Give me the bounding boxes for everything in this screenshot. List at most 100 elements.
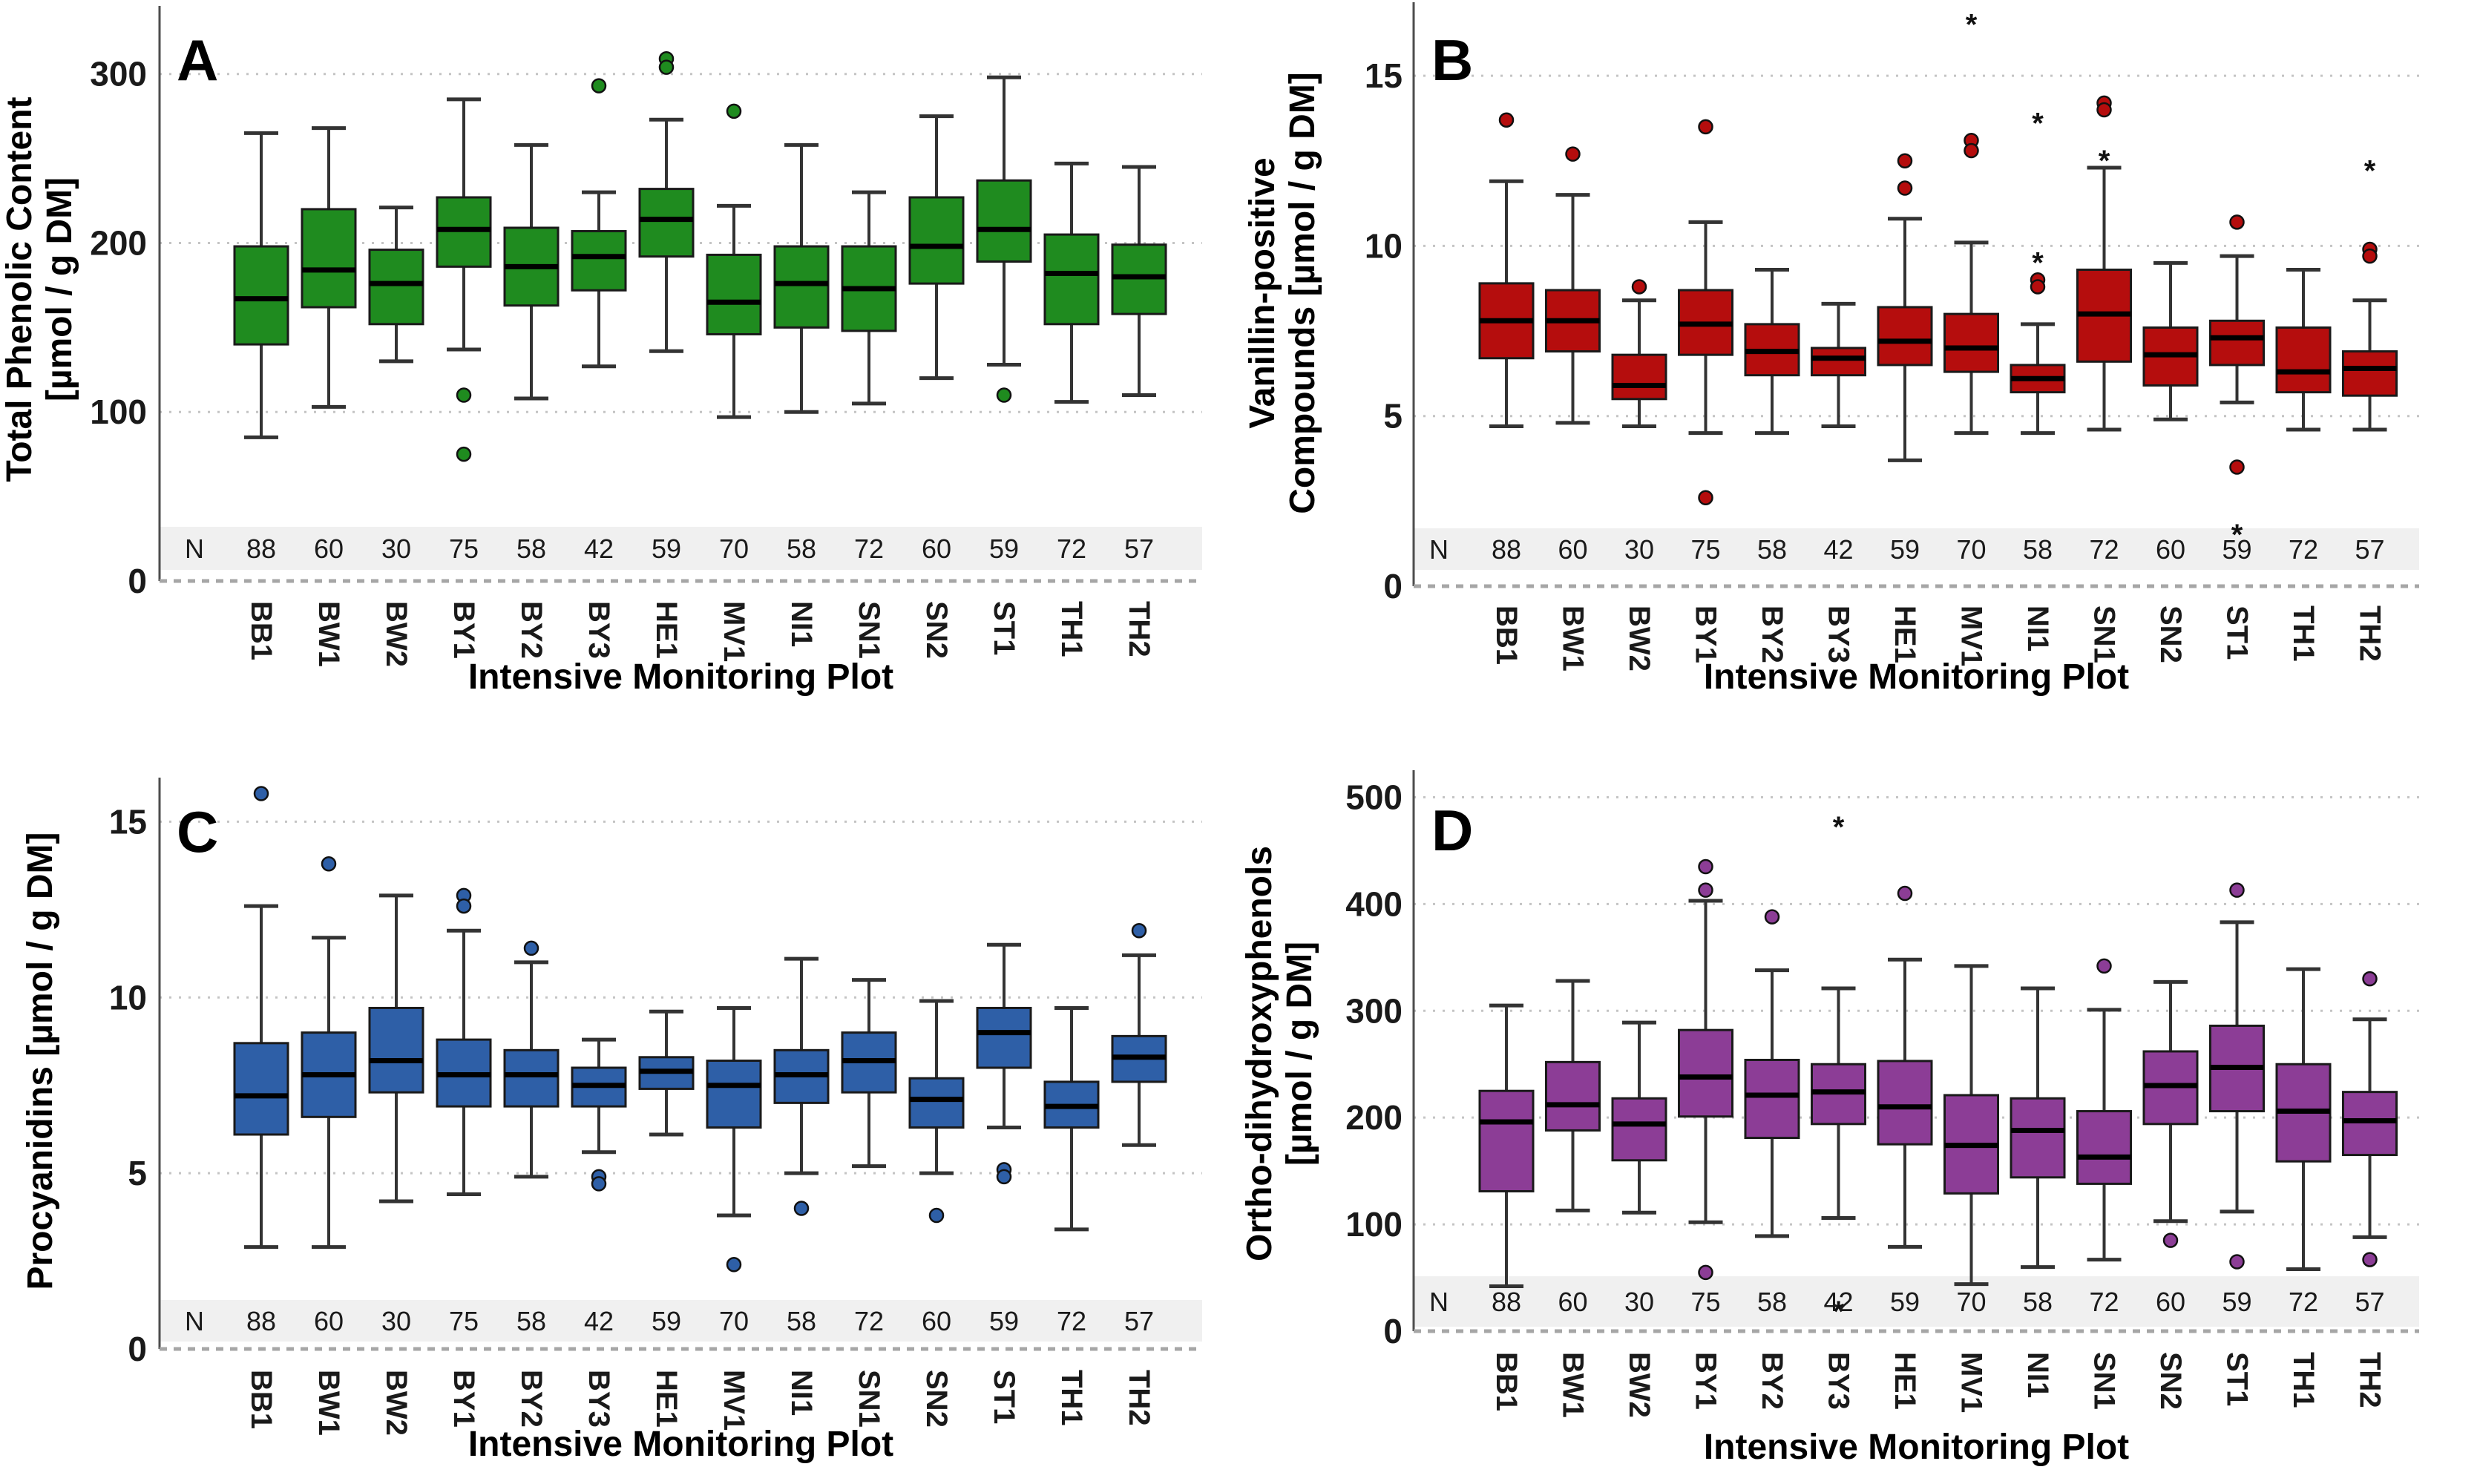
n-count-value: 72 [1057,533,1086,564]
x-tick-label: SN1 [853,1370,885,1428]
boxplot-column-he1 [638,1009,695,1137]
n-count-value: 57 [2355,1287,2384,1317]
n-count-value: 58 [516,1306,546,1336]
n-count-value: 58 [1757,1287,1787,1317]
x-tick-label: HE1 [650,1370,683,1428]
n-count-value: 59 [989,533,1019,564]
n-count-value: 57 [1124,1306,1154,1336]
outlier-circle [996,387,1012,403]
outlier-circle [2362,971,2378,987]
n-count-value: 42 [584,533,614,564]
iqr-box [638,188,695,258]
boxplot-column-bw1 [301,126,357,409]
n-row-label: N [185,1306,204,1336]
boxplot-column-by3 [571,78,627,369]
y-tick-label: 300 [1345,991,1403,1030]
x-tick-label: SN1 [2088,1352,2121,1410]
outlier-circle [1698,119,1713,135]
outlier-circle [1565,146,1581,162]
boxplot-column-mv1 [706,103,762,419]
outlier-circle [1698,882,1713,898]
x-tick-label: BW2 [380,1370,413,1436]
n-count-value: 75 [449,1306,479,1336]
y-tick-label: 400 [1345,884,1403,923]
boxplot-column-ni1: ** [2010,107,2066,436]
x-tick-label: BB1 [245,1370,278,1429]
iqr-box [1611,353,1667,401]
panel-b-chart: N0 5 10 15 B Vanillin-positive Compounds [µmol… [1243,2,2419,697]
x-tick-label: TH2 [1123,601,1155,657]
boxplot-column-by2 [503,142,560,401]
y-tick-label: 15 [1365,56,1403,95]
n-count-value: 59 [2222,534,2251,565]
x-tick-label: MV1 [1955,1352,1988,1413]
panel-a-chart: N 0 100 200 300 A Total Phenolic Content [µmol … [0,6,1202,697]
extreme-outlier-star: * [2364,155,2376,188]
iqr-box [368,1006,424,1094]
x-tick-label: BY3 [1823,605,1855,663]
iqr-box [2010,1097,2066,1179]
boxplot-column-ni1 [773,956,830,1216]
x-axis-title: Intensive Monitoring Plot [1704,657,2129,697]
boxplot-column-bw2 [368,206,424,364]
n-count-band [1414,1276,2419,1327]
extreme-outlier-star: * [1833,1296,1845,1328]
boxplot-column-by3: ** [1811,811,1866,1328]
outlier-circle [1897,153,1913,169]
x-tick-label: BW2 [1623,1352,1656,1418]
x-tick-label: BY1 [1690,605,1722,663]
outlier-circle [793,1201,810,1216]
x-tick-label: SN2 [2154,605,2187,663]
x-axis-title: Intensive Monitoring Plot [468,657,893,697]
panel-d-chart: N0 100 200 300 400 500 D Ortho-dihydroxyphenols… [1240,770,2419,1467]
x-tick-label: TH2 [2354,605,2386,662]
outlier-circle [1897,180,1913,196]
n-count-value: 60 [1558,534,1587,565]
boxplot-column-sn2 [908,999,965,1224]
boxplot-column-st1: * [2209,214,2265,551]
n-count-value: 70 [1956,534,1986,565]
n-count-value: 72 [1057,1306,1086,1336]
boxplot-column-bw2 [1611,279,1667,428]
x-tick-label: BY1 [1690,1352,1722,1410]
outlier-circle [1131,922,1147,939]
x-tick-label: ST1 [988,1370,1020,1424]
x-tick-label: SN2 [920,601,953,659]
x-tick-label: BY3 [583,1370,615,1428]
y-tick-label: 100 [1345,1205,1403,1244]
iqr-box [1744,1058,1800,1140]
boxplot-column-th1 [1043,1005,1100,1232]
x-tick-label: BB1 [245,601,278,660]
n-row-label: N [1429,1287,1449,1317]
outlier-circle [2162,1232,2179,1248]
n-count-value: 72 [2289,1287,2318,1317]
boxplot-column-th2 [2342,971,2398,1267]
n-row-label: N [1429,534,1449,565]
n-count-value: 58 [2023,1287,2053,1317]
outlier-circle [591,78,607,93]
outlier-circle [523,940,539,956]
boxplot-column-sn2 [2142,979,2199,1248]
iqr-box [301,208,357,309]
boxplot-column-bb1 [1478,1003,1535,1289]
x-tick-label: NI1 [2021,1352,2054,1398]
n-count-value: 88 [1492,1287,1521,1317]
n-count-value: 58 [787,1306,816,1336]
x-tick-label: BY3 [1823,1352,1855,1410]
outlier-circle [1964,142,1979,159]
x-tick-label: TH1 [2287,1352,2320,1408]
boxplot-column-mv1 [706,1005,762,1273]
n-count-value: 59 [2222,1287,2251,1317]
iqr-box [1943,312,1999,373]
n-count-value: 72 [854,1306,884,1336]
boxplot-column-th2: * [2342,155,2398,432]
iqr-box [2209,319,2265,367]
iqr-box [503,1048,560,1108]
extreme-outlier-star: * [2231,519,2243,551]
n-count-band [160,527,1202,570]
n-count-value: 75 [449,533,479,564]
outlier-circle [2096,958,2112,974]
y-tick-label: 500 [1345,778,1403,816]
n-count-value: 88 [246,533,276,564]
iqr-box [706,1060,762,1129]
